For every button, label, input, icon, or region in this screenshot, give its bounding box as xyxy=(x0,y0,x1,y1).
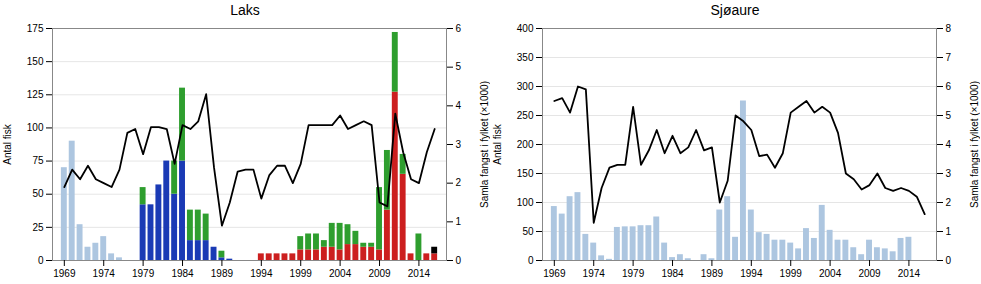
svg-text:3: 3 xyxy=(456,139,462,150)
svg-text:1: 1 xyxy=(456,216,462,227)
svg-text:6: 6 xyxy=(946,81,952,92)
svg-text:250: 250 xyxy=(517,110,534,121)
svg-text:175: 175 xyxy=(27,23,44,34)
svg-text:1984: 1984 xyxy=(661,268,684,279)
svg-text:1994: 1994 xyxy=(740,268,763,279)
html-text:Laks: Laks xyxy=(230,2,260,18)
svg-text:3: 3 xyxy=(946,168,952,179)
svg-text:2: 2 xyxy=(456,177,462,188)
svg-text:300: 300 xyxy=(517,81,534,92)
svg-text:2004: 2004 xyxy=(329,268,352,279)
svg-text:400: 400 xyxy=(517,23,534,34)
svg-text:Samla fangst i fylket (×1000): Samla fangst i fylket (×1000) xyxy=(479,81,490,208)
svg-text:1989: 1989 xyxy=(211,268,234,279)
html-text:Sjøaure: Sjøaure xyxy=(710,2,760,18)
svg-text:150: 150 xyxy=(27,56,44,67)
svg-text:Samla fangst i fylket (×1000): Samla fangst i fylket (×1000) xyxy=(969,81,980,208)
svg-text:200: 200 xyxy=(517,139,534,150)
svg-text:2014: 2014 xyxy=(898,268,921,279)
svg-text:1979: 1979 xyxy=(132,268,155,279)
svg-text:1979: 1979 xyxy=(622,268,645,279)
svg-text:75: 75 xyxy=(32,155,44,166)
svg-text:100: 100 xyxy=(27,122,44,133)
svg-text:5: 5 xyxy=(456,61,462,72)
svg-text:2004: 2004 xyxy=(819,268,842,279)
svg-text:2009: 2009 xyxy=(858,268,881,279)
svg-text:5: 5 xyxy=(946,110,952,121)
svg-text:4: 4 xyxy=(946,139,952,150)
svg-text:50: 50 xyxy=(522,226,534,237)
svg-text:1994: 1994 xyxy=(250,268,273,279)
svg-text:Antal fisk: Antal fisk xyxy=(2,123,13,165)
svg-text:2009: 2009 xyxy=(368,268,391,279)
svg-text:7: 7 xyxy=(946,52,952,63)
svg-text:1969: 1969 xyxy=(53,268,76,279)
svg-text:4: 4 xyxy=(456,100,462,111)
svg-text:100: 100 xyxy=(517,197,534,208)
svg-text:0: 0 xyxy=(528,255,534,266)
svg-text:0: 0 xyxy=(38,255,44,266)
svg-text:1999: 1999 xyxy=(780,268,803,279)
svg-text:1989: 1989 xyxy=(701,268,724,279)
svg-text:50: 50 xyxy=(32,188,44,199)
svg-text:2: 2 xyxy=(946,197,952,208)
svg-text:1969: 1969 xyxy=(543,268,566,279)
svg-text:0: 0 xyxy=(946,255,952,266)
svg-text:125: 125 xyxy=(27,89,44,100)
svg-text:6: 6 xyxy=(456,23,462,34)
svg-text:0: 0 xyxy=(456,255,462,266)
svg-text:1974: 1974 xyxy=(93,268,116,279)
svg-text:2014: 2014 xyxy=(408,268,431,279)
svg-text:350: 350 xyxy=(517,52,534,63)
svg-text:1999: 1999 xyxy=(290,268,313,279)
svg-text:1984: 1984 xyxy=(171,268,194,279)
svg-text:1: 1 xyxy=(946,226,952,237)
svg-text:25: 25 xyxy=(32,222,44,233)
svg-text:150: 150 xyxy=(517,168,534,179)
svg-text:Antal fisk: Antal fisk xyxy=(492,123,503,165)
svg-text:1974: 1974 xyxy=(583,268,606,279)
svg-text:8: 8 xyxy=(946,23,952,34)
